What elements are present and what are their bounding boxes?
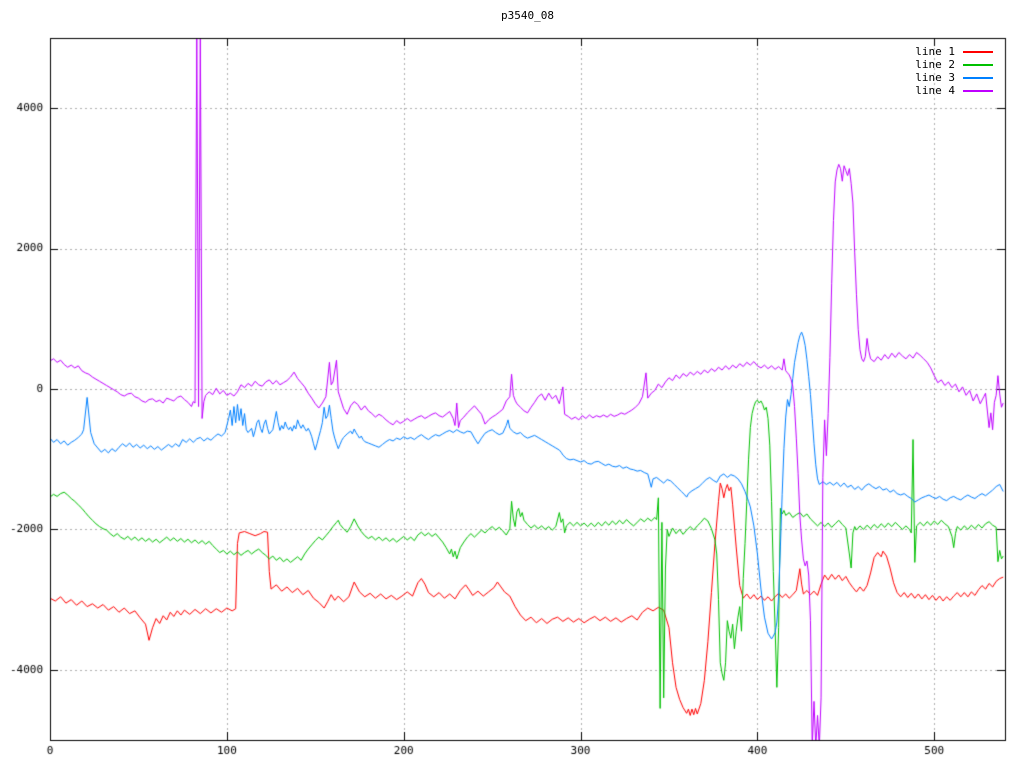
legend-item: line 1 — [915, 45, 993, 58]
legend-label: line 2 — [915, 58, 955, 71]
legend-line-sample — [963, 50, 993, 53]
legend-line-sample — [963, 76, 993, 79]
legend-line-sample — [963, 89, 993, 92]
legend: line 1 line 2 line 3 line 4 — [915, 45, 993, 97]
legend-item: line 4 — [915, 84, 993, 97]
legend-label: line 3 — [915, 71, 955, 84]
legend-item: line 2 — [915, 58, 993, 71]
legend-label: line 1 — [915, 45, 955, 58]
legend-line-sample — [963, 63, 993, 66]
legend-label: line 4 — [915, 84, 955, 97]
legend-item: line 3 — [915, 71, 993, 84]
chart-title: p3540_08 — [501, 9, 554, 22]
